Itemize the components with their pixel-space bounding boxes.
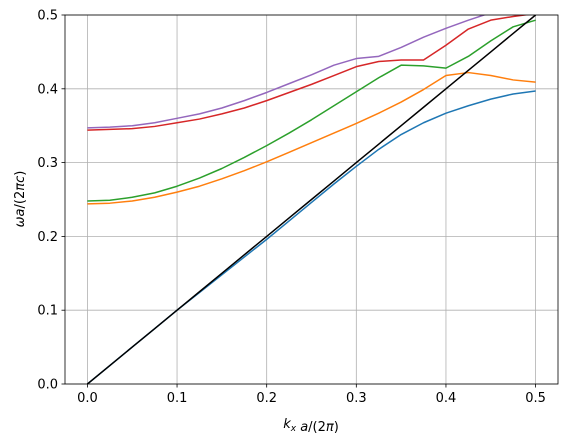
x-tick-label: 0.2 (256, 391, 277, 406)
x-tick-label: 0.1 (167, 391, 188, 406)
x-axis-ticks: 0.0 0.1 0.2 0.3 0.4 0.5 (77, 384, 546, 406)
series-line-3 (87, 19, 536, 202)
y-tick-label: 0.3 (37, 156, 58, 171)
y-tick-label: 0.0 (37, 378, 58, 393)
y-axis-ticks: 0.0 0.1 0.2 0.3 0.4 0.5 (37, 9, 65, 393)
x-tick-label: 0.3 (346, 391, 367, 406)
axes-frame (64, 14, 559, 385)
x-tick-label: 0.0 (77, 391, 98, 406)
y-tick-label: 0.4 (37, 82, 58, 97)
series-line-2 (87, 71, 536, 205)
x-axis-label: kx a/(2π) (283, 417, 339, 435)
series-lines (86, 15, 537, 384)
x-tick-label: 0.4 (436, 391, 457, 406)
y-tick-label: 0.1 (37, 304, 58, 319)
x-tick-label: 0.5 (525, 391, 546, 406)
y-tick-label: 0.2 (37, 230, 58, 245)
series-line-6 (86, 15, 537, 384)
series-line-5 (87, 15, 487, 129)
y-axis-label: ωa/(2πc) (13, 171, 28, 228)
series-line-4 (87, 15, 531, 131)
y-tick-label: 0.5 (37, 9, 58, 24)
